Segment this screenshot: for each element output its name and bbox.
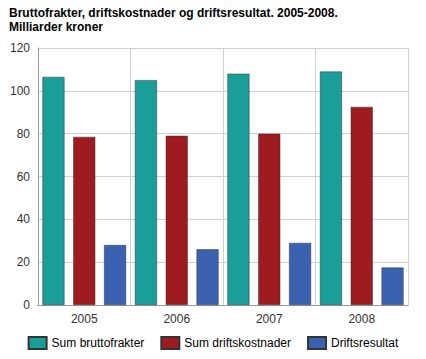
svg-text:120: 120 — [10, 41, 30, 55]
svg-text:2008: 2008 — [348, 312, 375, 326]
svg-text:80: 80 — [17, 127, 31, 141]
svg-text:2007: 2007 — [256, 312, 283, 326]
svg-text:Driftsresultat: Driftsresultat — [331, 336, 399, 350]
svg-text:Bruttofrakter, driftskostnader: Bruttofrakter, driftskostnader og drifts… — [9, 6, 338, 20]
svg-text:20: 20 — [17, 255, 31, 269]
svg-text:40: 40 — [17, 212, 31, 226]
svg-text:100: 100 — [10, 84, 30, 98]
svg-text:Sum bruttofrakter: Sum bruttofrakter — [52, 336, 145, 350]
svg-text:2005: 2005 — [71, 312, 98, 326]
svg-text:60: 60 — [17, 170, 31, 184]
svg-text:Milliarder kroner: Milliarder kroner — [9, 20, 103, 34]
svg-text:0: 0 — [23, 298, 30, 312]
svg-text:Sum driftskostnader: Sum driftskostnader — [184, 336, 291, 350]
svg-text:2006: 2006 — [163, 312, 190, 326]
